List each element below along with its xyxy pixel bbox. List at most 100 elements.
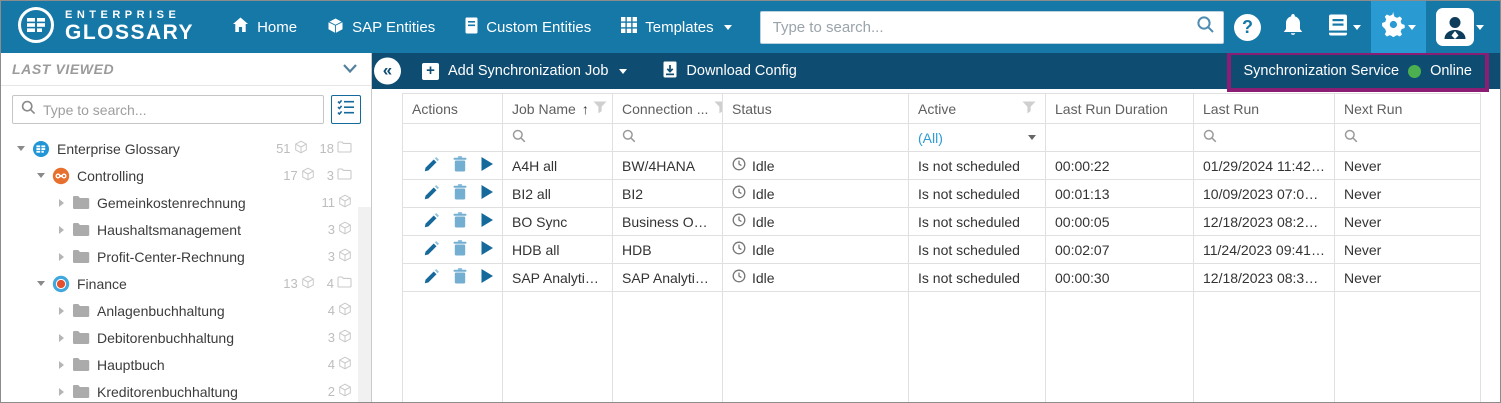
tree-node[interactable]: Hauptbuch 4 [1,351,371,378]
last-run-cell: 12/18/2023 08:34:09 [1193,263,1335,292]
expander-icon[interactable] [53,334,69,342]
nav-home[interactable]: Home [232,17,297,37]
notifications-button[interactable] [1271,1,1315,53]
last-run-duration-cell: 00:02:07 [1045,235,1194,264]
tree-node-counts: 13 4 [283,275,352,292]
tree-node-icon [51,166,70,185]
expander-icon[interactable] [53,307,69,315]
filter-connection[interactable] [612,123,723,152]
tree-node[interactable]: Profit-Center-Rechnung 3 [1,243,371,270]
delete-job-icon[interactable] [453,156,467,175]
tree-node[interactable]: Kreditorenbuchhaltung 2 [1,378,371,402]
enterprise-glossary-logo-icon [17,6,55,49]
expander-icon[interactable] [53,226,69,234]
grid-icon [621,17,638,37]
download-config-button[interactable]: Download Config [663,61,797,82]
home-icon [232,17,249,37]
tree-node-counts: 17 3 [283,167,352,184]
edit-job-icon[interactable] [424,184,440,203]
run-job-icon[interactable] [480,212,494,231]
expander-icon[interactable] [53,253,69,261]
expander-icon[interactable] [53,388,69,396]
delete-job-icon[interactable] [453,268,467,287]
delete-job-icon[interactable] [453,212,467,231]
edit-job-icon[interactable] [424,240,440,259]
panel-title: LAST VIEWED [12,61,115,77]
active-filter-value[interactable]: (All) [918,129,943,146]
app-logo[interactable]: ENTERPRISE GLOSSARY [17,6,194,49]
gear-icon [1381,11,1406,42]
table-header-row: Actions Job Name ↑ Connection ... Status … [402,93,1481,124]
job-row: BI2 all BI2 Idle Is not scheduled 00:01:… [402,179,1481,208]
nav-templates[interactable]: Templates [621,17,732,37]
col-connection[interactable]: Connection ... [612,93,723,124]
run-job-icon[interactable] [480,240,494,259]
tree-node[interactable]: Debitorenbuchhaltung 3 [1,324,371,351]
tree-node-label: Hauptbuch [97,356,165,373]
delete-job-icon[interactable] [453,184,467,203]
filter-job-name[interactable] [502,123,613,152]
col-status[interactable]: Status [722,93,909,124]
tree-node-counts: 3 [328,329,352,346]
filter-funnel-icon[interactable] [714,101,722,117]
search-icon[interactable] [1196,15,1215,39]
edit-job-icon[interactable] [424,268,440,287]
user-avatar-icon [1436,8,1474,46]
tree-node[interactable]: Haushaltsmanagement 3 [1,216,371,243]
collapse-sidebar-button[interactable]: « [374,57,401,85]
entity-count: 51 [276,141,291,156]
chevron-down-icon[interactable] [343,60,357,78]
col-last-run-duration[interactable]: Last Run Duration [1045,93,1194,124]
clock-icon [732,157,746,174]
run-job-icon[interactable] [480,184,494,203]
tree-node-icon [71,382,90,401]
tree-node-label: Enterprise Glossary [57,140,180,157]
filter-next-run[interactable] [1334,123,1481,152]
expander-icon[interactable] [33,173,49,178]
tree-node[interactable]: Controlling 17 3 [1,162,371,189]
expander-icon[interactable] [13,146,29,151]
nav-sap-entities[interactable]: SAP Entities [327,16,435,38]
tree-scrollbar[interactable] [358,207,371,402]
col-job-name[interactable]: Job Name ↑ [502,93,613,124]
settings-button[interactable] [1371,1,1426,53]
tree-node[interactable]: Gemeinkostenrechnung 11 [1,189,371,216]
add-sync-job-button[interactable]: + Add Synchronization Job [422,62,628,80]
col-active[interactable]: Active [908,93,1046,124]
search-icon [1203,129,1217,146]
tree-node[interactable]: Finance 13 4 [1,270,371,297]
filter-funnel-icon[interactable] [593,101,607,117]
tree-node[interactable]: Enterprise Glossary 51 18 [1,135,371,162]
multi-select-button[interactable] [331,95,361,124]
sidebar-search-row [1,86,371,131]
entity-count: 4 [327,303,335,318]
col-last-run[interactable]: Last Run [1193,93,1335,124]
filter-funnel-icon[interactable] [1022,101,1036,117]
chevron-down-icon[interactable] [1028,135,1036,140]
user-menu-button[interactable] [1426,1,1494,53]
edit-job-icon[interactable] [424,156,440,175]
run-job-icon[interactable] [480,156,494,175]
global-search-input[interactable] [772,18,1196,36]
filter-last-run[interactable] [1193,123,1335,152]
edit-job-icon[interactable] [424,212,440,231]
clock-icon [732,185,746,202]
tree-node-icon [51,274,70,293]
filter-last-run-duration [1045,123,1194,152]
expander-icon[interactable] [53,199,69,207]
table-filter-row: (All) [402,123,1481,152]
entity-count: 3 [327,222,335,237]
col-actions[interactable]: Actions [402,93,503,124]
glossary-log-button[interactable] [1315,1,1371,53]
run-job-icon[interactable] [480,268,494,287]
tree-node[interactable]: Anlagenbuchhaltung 4 [1,297,371,324]
tree-search-input[interactable] [43,101,315,118]
filter-active[interactable]: (All) [908,123,1046,152]
help-button[interactable]: ? [1224,1,1271,53]
expander-icon[interactable] [53,361,69,369]
nav-custom-entities[interactable]: Custom Entities [465,17,591,38]
expander-icon[interactable] [33,281,49,286]
delete-job-icon[interactable] [453,240,467,259]
cube-icon [338,383,352,400]
col-next-run[interactable]: Next Run [1334,93,1481,124]
